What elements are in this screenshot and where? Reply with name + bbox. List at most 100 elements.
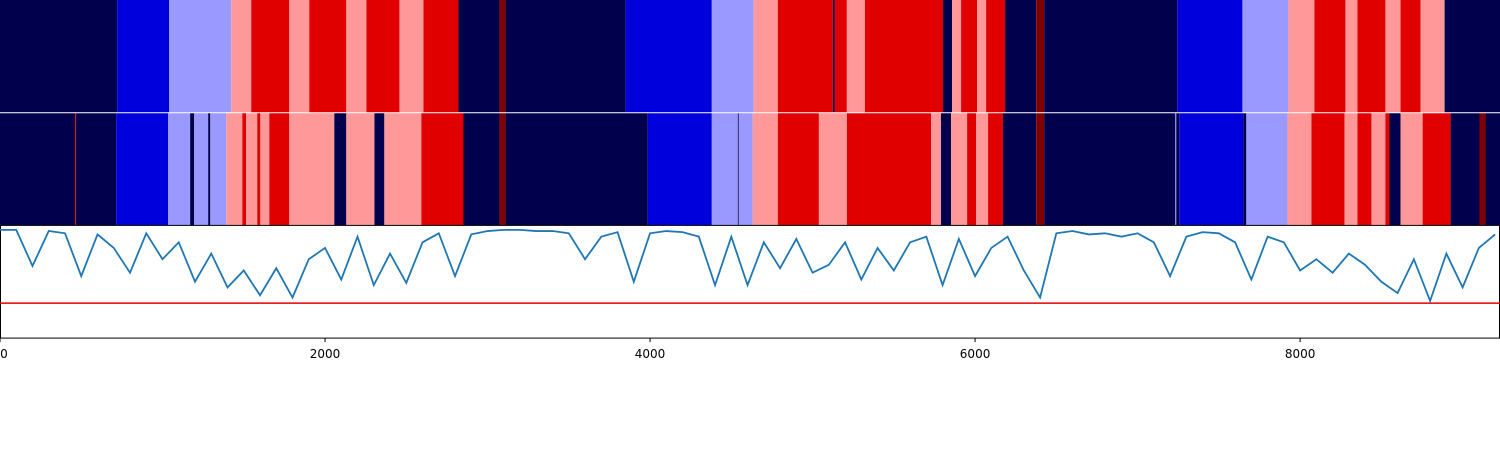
- segment: [226, 112, 243, 226]
- segment: [1357, 112, 1372, 226]
- segment: [1005, 0, 1037, 113]
- segment: [777, 112, 819, 226]
- segment: [967, 112, 977, 226]
- segment: [231, 0, 252, 113]
- segment: [1036, 112, 1045, 226]
- segment: [1422, 112, 1451, 226]
- segment: [711, 112, 738, 226]
- segment: [1242, 0, 1289, 113]
- segment: [168, 112, 191, 226]
- segment: [846, 112, 932, 226]
- segment: [117, 0, 170, 113]
- segment: [1344, 112, 1358, 226]
- segment: [1479, 112, 1486, 226]
- segment: [1420, 0, 1445, 113]
- segment: [1287, 112, 1312, 226]
- segment: [346, 112, 375, 226]
- segment: [505, 112, 648, 226]
- segment: [864, 0, 944, 113]
- segment: [289, 112, 335, 226]
- segment: [647, 112, 712, 226]
- segment: [1177, 0, 1243, 113]
- segment: [384, 112, 422, 226]
- segment: [943, 0, 953, 113]
- segment: [116, 112, 169, 226]
- segment: [1243, 112, 1247, 226]
- segment: [260, 112, 270, 226]
- segment: [952, 0, 962, 113]
- segment: [1357, 0, 1386, 113]
- segment: [1179, 112, 1244, 226]
- segment: [1371, 112, 1386, 226]
- segment: [289, 0, 310, 113]
- segment: [986, 0, 1006, 113]
- segment: [374, 112, 385, 226]
- segment: [423, 0, 459, 113]
- segment: [75, 112, 77, 226]
- segment: [499, 112, 506, 226]
- segment: [169, 0, 232, 113]
- x-tick-label: 8000: [1285, 347, 1316, 361]
- segment: [777, 0, 833, 113]
- segment: [625, 0, 712, 113]
- segment: [257, 112, 261, 226]
- segment: [1044, 112, 1176, 226]
- segment: [499, 0, 506, 113]
- segment: [977, 0, 987, 113]
- segment: [1314, 0, 1346, 113]
- segment: [753, 0, 778, 113]
- segment: [1444, 0, 1500, 113]
- segment: [940, 112, 952, 226]
- segment: [421, 112, 464, 226]
- segment: [738, 112, 753, 226]
- segment: [818, 112, 847, 226]
- segment: [1176, 112, 1180, 226]
- segment: [334, 112, 347, 226]
- segment: [309, 0, 347, 113]
- segment: [846, 0, 865, 113]
- segment: [752, 112, 778, 226]
- segment: [1485, 112, 1500, 226]
- segment: [1311, 112, 1345, 226]
- segment: [834, 0, 847, 113]
- segment: [1389, 112, 1401, 226]
- segment: [366, 0, 400, 113]
- segment: [1345, 0, 1358, 113]
- segment: [931, 112, 941, 226]
- segment: [711, 0, 754, 113]
- x-tick-label: 2000: [310, 347, 341, 361]
- segment: [1400, 0, 1421, 113]
- segment: [1400, 112, 1423, 226]
- segment: [399, 0, 424, 113]
- segment: [246, 112, 258, 226]
- segment: [1044, 0, 1178, 113]
- segment: [988, 112, 1004, 226]
- segment: [269, 112, 290, 226]
- x-tick-label: 0: [0, 347, 8, 361]
- line-series: [0, 229, 1496, 304]
- x-tick-label: 4000: [635, 347, 666, 361]
- segment: [737, 112, 739, 226]
- segment: [251, 0, 290, 113]
- segment: [951, 112, 968, 226]
- segment: [210, 112, 227, 226]
- segment: [76, 112, 117, 226]
- segment: [1036, 0, 1045, 113]
- segment: [242, 112, 247, 226]
- segment: [1385, 112, 1390, 226]
- segment: [190, 112, 195, 226]
- segment: [832, 0, 835, 113]
- segment: [1450, 112, 1480, 226]
- segment: [976, 112, 989, 226]
- segment: [961, 0, 978, 113]
- segment: [1385, 0, 1401, 113]
- segment: [458, 0, 500, 113]
- segment: [1175, 112, 1177, 226]
- segment: [194, 112, 209, 226]
- x-tick-label: 6000: [960, 347, 991, 361]
- segment: [1003, 112, 1037, 226]
- segment: [208, 112, 211, 226]
- segment: [463, 112, 500, 226]
- segment: [505, 0, 626, 113]
